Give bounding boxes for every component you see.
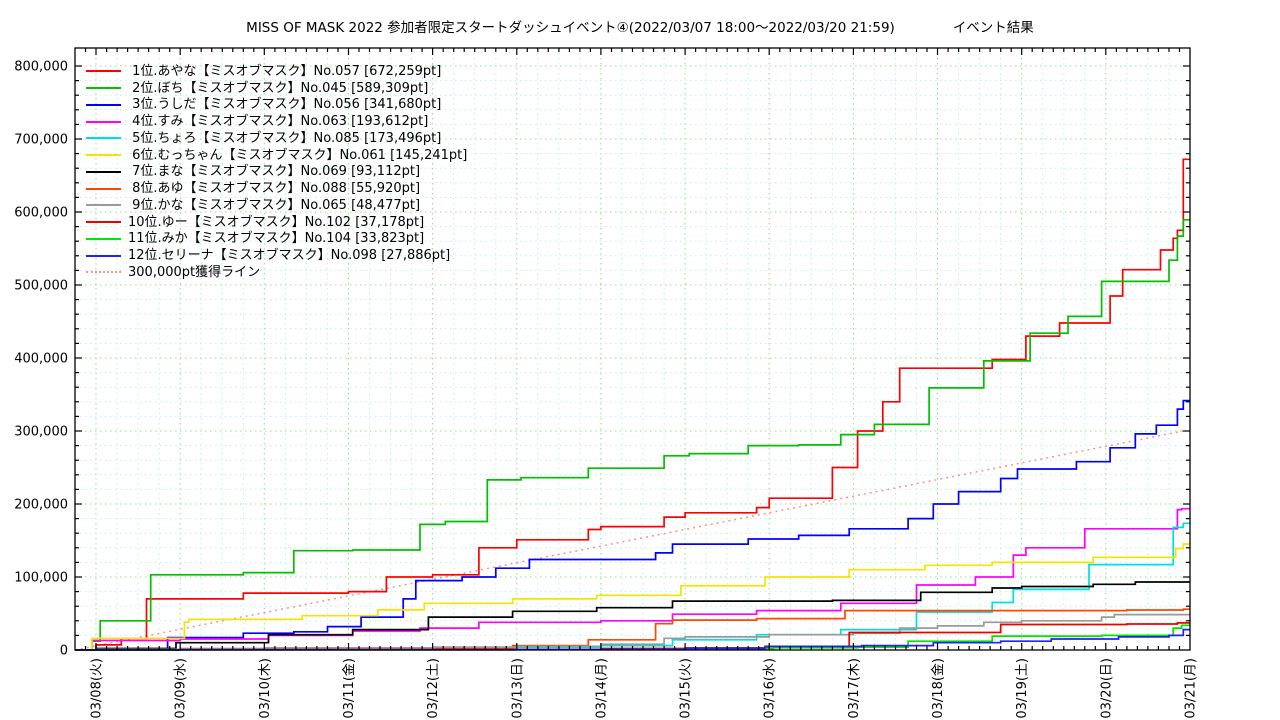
legend-color-sample — [86, 237, 121, 240]
x-tick-label: 03/11(金) — [341, 658, 357, 719]
legend-row: 6位.むっちゃん【ミスオブマスク】No.061 [145,241pt] — [86, 147, 467, 164]
y-tick-label: 800,000 — [14, 60, 68, 75]
series-line-rank1 — [75, 158, 1190, 651]
legend-color-sample — [86, 103, 121, 106]
legend-color-sample — [86, 271, 121, 274]
legend-color-sample — [86, 70, 121, 73]
legend-row: 5位.ちょろ【ミスオブマスク】No.085 [173,496pt] — [86, 130, 467, 147]
y-tick-label: 100,000 — [14, 571, 68, 586]
legend-color-sample — [86, 87, 121, 90]
x-tick-label: 03/20(日) — [1099, 658, 1114, 719]
legend-color-sample — [86, 137, 121, 140]
legend-row: 7位.まな【ミスオブマスク】No.069 [93,112pt] — [86, 164, 467, 181]
legend-row: 1位.あやな【ミスオブマスク】No.057 [672,259pt] — [86, 63, 467, 80]
legend-color-sample — [86, 154, 121, 157]
legend-label: 1位.あやな【ミスオブマスク】No.057 [672,259pt] — [128, 63, 442, 79]
legend-label: 8位.あゆ【ミスオブマスク】No.088 [55,920pt] — [128, 181, 421, 197]
legend-color-sample — [86, 254, 121, 257]
chart-title-main: MISS OF MASK 2022 参加者限定スタートダッシュイベント④(202… — [246, 20, 895, 36]
x-tick-label: 03/09(水) — [174, 658, 189, 719]
y-tick-label: 0 — [60, 644, 68, 659]
legend-label: 4位.すみ【ミスオブマスク】No.063 [193,612pt] — [128, 114, 429, 130]
legend-color-sample — [86, 170, 121, 173]
legend-row: 12位.セリーナ【ミスオブマスク】No.098 [27,886pt] — [86, 247, 467, 264]
legend-label: 5位.ちょろ【ミスオブマスク】No.085 [173,496pt] — [128, 130, 442, 146]
series-line-rank3 — [75, 399, 1190, 651]
legend-label: 12位.セリーナ【ミスオブマスク】No.098 [27,886pt] — [128, 248, 451, 264]
x-tick-label: 03/18(金) — [930, 658, 946, 719]
x-tick-label: 03/15(火) — [679, 658, 694, 719]
reference-line-300000pt — [74, 430, 1184, 651]
x-tick-label: 03/13(日) — [510, 658, 525, 719]
legend-row: 9位.かな【ミスオブマスク】No.065 [48,477pt] — [86, 197, 467, 214]
legend-row: 8位.あゆ【ミスオブマスク】No.088 [55,920pt] — [86, 180, 467, 197]
series-line-rank4 — [75, 507, 1190, 651]
chart-title: MISS OF MASK 2022 参加者限定スタートダッシュイベント④(202… — [0, 16, 1280, 36]
x-tick-label: 03/08(火) — [90, 658, 105, 719]
y-tick-label: 300,000 — [14, 425, 68, 440]
legend-label: 10位.ゆー【ミスオブマスク】No.102 [37,178pt] — [128, 214, 425, 230]
legend-row: 2位.ぼち【ミスオブマスク】No.045 [589,309pt] — [86, 80, 467, 97]
legend-label: 6位.むっちゃん【ミスオブマスク】No.061 [145,241pt] — [128, 147, 468, 163]
series-line-rank7 — [75, 581, 1190, 651]
legend-row: 10位.ゆー【ミスオブマスク】No.102 [37,178pt] — [86, 214, 467, 231]
legend-color-sample — [86, 221, 121, 224]
series-line-rank2 — [75, 218, 1190, 651]
legend-row: 3位.うしだ【ミスオブマスク】No.056 [341,680pt] — [86, 97, 467, 114]
legend-label: 2位.ぼち【ミスオブマスク】No.045 [589,309pt] — [128, 80, 429, 96]
x-tick-label: 03/17(木) — [847, 658, 862, 719]
x-tick-label: 03/14(月) — [594, 658, 609, 719]
y-tick-label: 400,000 — [14, 352, 68, 367]
legend-label: 9位.かな【ミスオブマスク】No.065 [48,477pt] — [128, 197, 421, 213]
series-line-rank6 — [75, 543, 1190, 651]
x-tick-label: 03/21(月) — [1184, 658, 1199, 719]
legend-label: 300,000pt獲得ライン — [128, 264, 261, 280]
x-tick-label: 03/10(木) — [258, 658, 273, 719]
legend-row: 11位.みか【ミスオブマスク】No.104 [33,823pt] — [86, 231, 467, 248]
x-tick-label: 03/19(土) — [1015, 658, 1030, 719]
y-tick-label: 500,000 — [14, 279, 68, 294]
legend-row: 4位.すみ【ミスオブマスク】No.063 [193,612pt] — [86, 113, 467, 130]
legend-color-sample — [86, 187, 121, 190]
x-tick-label: 03/12(土) — [426, 658, 441, 719]
chart-title-result-label: イベント結果 — [952, 20, 1034, 36]
legend-label: 11位.みか【ミスオブマスク】No.104 [33,823pt] — [128, 231, 425, 247]
y-tick-label: 200,000 — [14, 498, 68, 513]
legend-color-sample — [86, 120, 121, 123]
legend: 1位.あやな【ミスオブマスク】No.057 [672,259pt] 2位.ぼち【… — [86, 63, 467, 281]
legend-label: 7位.まな【ミスオブマスク】No.069 [93,112pt] — [128, 164, 421, 180]
legend-label: 3位.うしだ【ミスオブマスク】No.056 [341,680pt] — [128, 97, 442, 113]
y-tick-label: 700,000 — [14, 133, 68, 148]
y-tick-label: 600,000 — [14, 206, 68, 221]
legend-row: 300,000pt獲得ライン — [86, 264, 467, 281]
x-tick-label: 03/16(水) — [763, 658, 778, 719]
legend-color-sample — [86, 204, 121, 207]
